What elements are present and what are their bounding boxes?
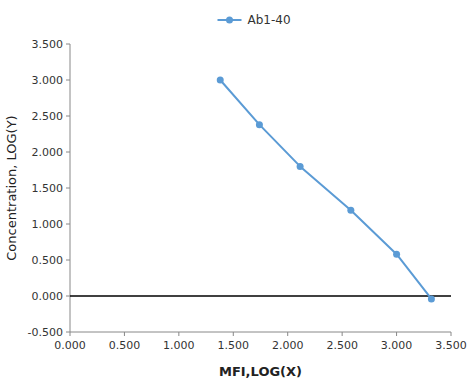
x-tick-label: 2.500 <box>326 339 358 352</box>
y-tick <box>66 116 70 117</box>
series-point <box>256 121 263 128</box>
x-tick-label: 3.000 <box>381 339 413 352</box>
y-axis-line <box>70 44 71 332</box>
y-tick-label: -0.500 <box>28 326 63 339</box>
x-axis-line <box>70 332 451 333</box>
x-tick <box>287 332 288 336</box>
y-tick-label: 0.500 <box>32 254 64 267</box>
y-tick-label: 1.000 <box>32 218 64 231</box>
x-tick <box>451 332 452 336</box>
series-point <box>297 163 304 170</box>
plot-area <box>70 77 451 303</box>
y-axis-label: Concentration, LOG(Y) <box>4 115 19 260</box>
y-tick-label: 2.500 <box>32 110 64 123</box>
x-tick-label: 2.000 <box>272 339 304 352</box>
series-point <box>347 207 354 214</box>
x-tick <box>233 332 234 336</box>
x-tick <box>342 332 343 336</box>
y-tick <box>66 224 70 225</box>
y-tick <box>66 296 70 297</box>
y-tick <box>66 80 70 81</box>
series-point <box>428 295 435 302</box>
x-tick-label: 0.500 <box>109 339 141 352</box>
legend-label: Ab1-40 <box>248 13 291 27</box>
y-tick-label: 3.500 <box>32 38 64 51</box>
y-tick <box>66 332 70 333</box>
series-point <box>217 77 224 84</box>
x-tick <box>396 332 397 336</box>
x-tick-label: 0.000 <box>54 339 86 352</box>
y-tick-label: 2.000 <box>32 146 64 159</box>
x-tick <box>178 332 179 336</box>
series-point <box>393 251 400 258</box>
x-tick <box>124 332 125 336</box>
x-tick-label: 1.500 <box>218 339 250 352</box>
y-tick <box>66 44 70 45</box>
x-tick-label: 1.000 <box>163 339 195 352</box>
y-tick-label: 0.000 <box>32 290 64 303</box>
x-tick-label: 3.500 <box>435 339 467 352</box>
legend: Ab1-40 <box>218 13 291 27</box>
x-axis-label: MFI,LOG(X) <box>219 364 302 379</box>
y-tick <box>66 152 70 153</box>
series-line <box>220 80 431 299</box>
y-tick-label: 3.000 <box>32 74 64 87</box>
y-tick <box>66 188 70 189</box>
legend-marker <box>226 17 233 24</box>
reference-line <box>70 295 451 297</box>
y-tick-label: 1.500 <box>32 182 64 195</box>
x-tick <box>70 332 71 336</box>
y-tick <box>66 260 70 261</box>
chart: 0.000 0.500 1.000 1.500 2.000 2.500 3.000 3.500… <box>0 0 469 392</box>
